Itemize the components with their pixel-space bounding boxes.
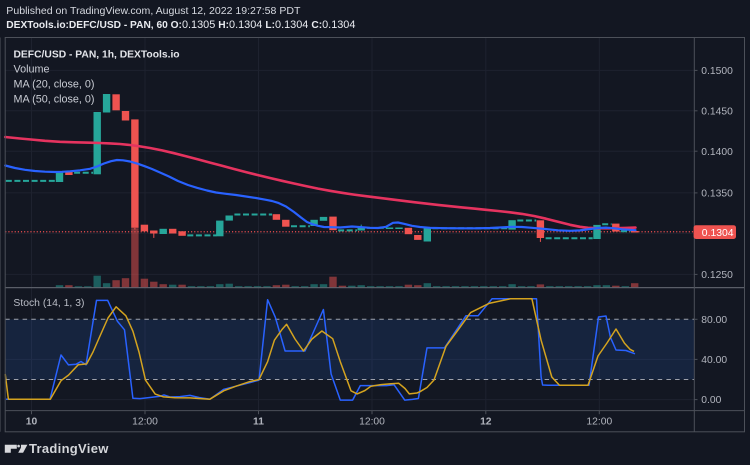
svg-text:0.1350: 0.1350 <box>701 189 733 200</box>
svg-text:0.1400: 0.1400 <box>701 147 733 158</box>
svg-text:DEFC/USD - PAN, 1h, DEXTools.i: DEFC/USD - PAN, 1h, DEXTools.io <box>14 49 180 60</box>
svg-text:0.1450: 0.1450 <box>701 106 733 117</box>
svg-text:12:00: 12:00 <box>132 417 158 428</box>
svg-text:MA (50, close, 0): MA (50, close, 0) <box>14 93 95 105</box>
svg-text:12:00: 12:00 <box>586 417 612 428</box>
svg-text:TradingView: TradingView <box>29 441 109 456</box>
svg-text:12:00: 12:00 <box>359 417 385 428</box>
svg-text:MA (20, close, 0): MA (20, close, 0) <box>14 78 95 90</box>
svg-text:DEXTools.io:DEFC/USD - PAN, 60: DEXTools.io:DEFC/USD - PAN, 60 O:0.1305 … <box>6 19 355 31</box>
svg-text:80.00: 80.00 <box>701 315 727 326</box>
svg-text:Stoch (14, 1, 3): Stoch (14, 1, 3) <box>13 298 84 309</box>
svg-text:0.1250: 0.1250 <box>701 270 733 281</box>
svg-text:40.00: 40.00 <box>701 355 727 366</box>
svg-text:0.00: 0.00 <box>701 395 721 406</box>
svg-text:Volume: Volume <box>14 63 50 75</box>
svg-text:11: 11 <box>253 417 264 428</box>
svg-text:0.1500: 0.1500 <box>701 66 733 77</box>
svg-text:Published on TradingView.com,: Published on TradingView.com, August 12,… <box>6 5 301 17</box>
svg-text:0.1304: 0.1304 <box>702 228 734 239</box>
svg-text:12: 12 <box>480 417 492 428</box>
svg-text:10: 10 <box>26 417 38 428</box>
